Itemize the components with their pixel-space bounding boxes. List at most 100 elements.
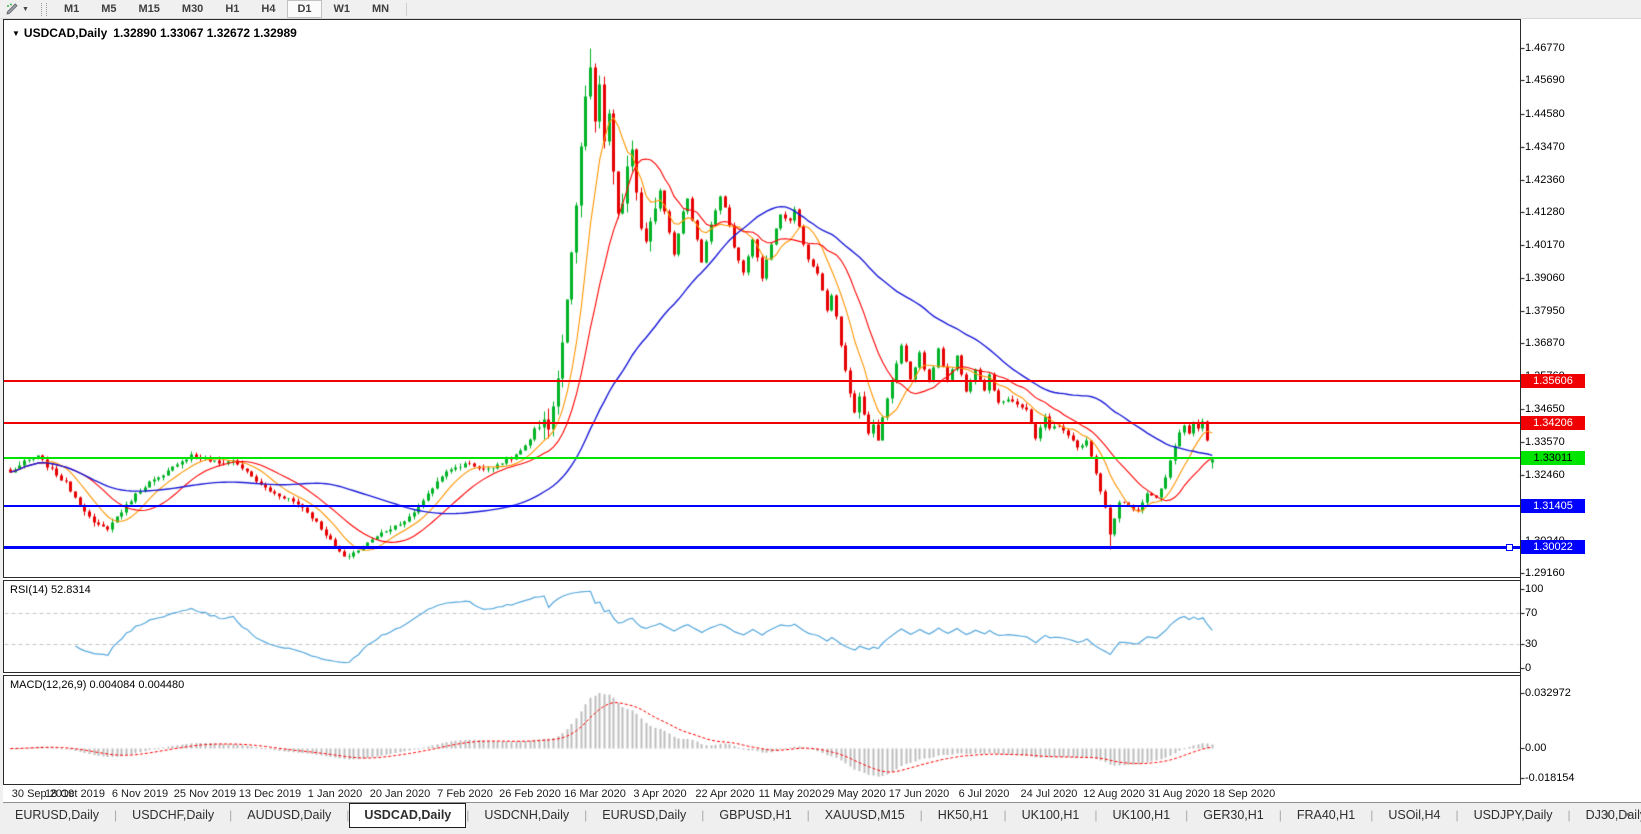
date-label: 6 Jul 2020 <box>958 788 1010 800</box>
tab-scroll-buttons: ◄ ► <box>1597 809 1637 819</box>
date-label: 31 Aug 2020 <box>1148 788 1210 800</box>
symbol-tab-AUDUSD-Daily[interactable]: AUDUSD,Daily <box>247 808 332 822</box>
hline-1.30022[interactable] <box>4 546 1520 549</box>
symbol-tab-USDCHF-Daily[interactable]: USDCHF,Daily <box>132 808 215 822</box>
hline-1.33011[interactable] <box>4 457 1520 459</box>
tab-divider: | <box>1185 808 1189 822</box>
symbol-tab-UK100-H1[interactable]: UK100,H1 <box>1112 808 1171 822</box>
tab-divider: | <box>1003 808 1007 822</box>
symbol-tab-GER30-H1[interactable]: GER30,H1 <box>1203 808 1264 822</box>
macd-axis-label: 0.00 <box>1525 742 1547 754</box>
price-axis-label: 1.29160 <box>1525 567 1565 579</box>
symbol-tab-DJ30-Daily[interactable]: DJ30,Daily <box>1585 808 1641 822</box>
macd-pane[interactable] <box>3 675 1521 785</box>
rsi-axis-label: 0 <box>1525 662 1532 674</box>
symbol-tab-bar: EURUSD,Daily | USDCHF,Daily | AUDUSD,Daily | U… <box>0 803 1641 834</box>
price-axis-label: 1.41280 <box>1525 206 1565 218</box>
symbol-tab-USOil-H4[interactable]: USOil,H4 <box>1388 808 1441 822</box>
symbol-tab-UK100-H1[interactable]: UK100,H1 <box>1021 808 1080 822</box>
tab-divider: | <box>229 808 233 822</box>
hline-1.35606[interactable] <box>4 380 1520 382</box>
tab-divider: | <box>1455 808 1459 822</box>
date-label: 18 Oct 2019 <box>45 788 105 800</box>
tab-scroll-left-icon[interactable]: ◄ <box>1601 809 1611 819</box>
tab-divider: | <box>346 808 350 822</box>
price-axis-label: 1.40170 <box>1525 239 1565 251</box>
chart-ohlc-values: 1.32890 1.33067 1.32672 1.32989 <box>113 26 297 40</box>
tab-strip: EURUSD,Daily | USDCHF,Daily | AUDUSD,Daily | U… <box>0 803 1641 828</box>
date-label: 24 Jul 2020 <box>1020 788 1078 800</box>
date-label: 26 Feb 2020 <box>499 788 561 800</box>
tab-divider: | <box>1278 808 1282 822</box>
symbol-tab-EURUSD-Daily[interactable]: EURUSD,Daily <box>602 808 687 822</box>
symbol-tab-XAUUSD-M15[interactable]: XAUUSD,M15 <box>824 808 905 822</box>
date-label: 22 Apr 2020 <box>695 788 755 800</box>
symbol-tab-USDCAD-Daily[interactable]: USDCAD,Daily <box>349 803 467 828</box>
date-label: 20 Jan 2020 <box>369 788 431 800</box>
date-label: 13 Dec 2019 <box>238 788 302 800</box>
hline-1.31405[interactable] <box>4 505 1520 507</box>
price-axis-label: 1.32460 <box>1525 469 1565 481</box>
tab-divider: | <box>1094 808 1098 822</box>
date-label: 17 Jun 2020 <box>888 788 950 800</box>
price-axis-line <box>1520 19 1521 785</box>
date-label: 11 May 2020 <box>758 788 822 800</box>
symbol-tab-EURUSD-Daily[interactable]: EURUSD,Daily <box>15 808 100 822</box>
macd-axis-label: 0.032972 <box>1525 687 1571 699</box>
hline-drag-handle[interactable] <box>1506 544 1513 551</box>
price-axis-label: 1.46770 <box>1525 42 1565 54</box>
date-label: 16 Mar 2020 <box>564 788 626 800</box>
price-badge-1.34206: 1.34206 <box>1521 416 1585 430</box>
macd-axis-label: -0.018154 <box>1525 772 1575 784</box>
price-axis-label: 1.39060 <box>1525 272 1565 284</box>
symbol-tab-USDCNH-Daily[interactable]: USDCNH,Daily <box>484 808 570 822</box>
date-axis[interactable] <box>3 785 1641 803</box>
chart-symbol-label: USDCAD,Daily <box>23 26 108 40</box>
date-label: 7 Feb 2020 <box>437 788 493 800</box>
rsi-indicator-label: RSI(14) 52.8314 <box>10 584 91 596</box>
price-badge-1.31405: 1.31405 <box>1521 499 1585 513</box>
tab-divider: | <box>919 808 923 822</box>
tab-divider: | <box>466 808 470 822</box>
price-pane[interactable] <box>3 19 1521 578</box>
price-badge-1.35606: 1.35606 <box>1521 374 1585 388</box>
tab-scroll-right-icon[interactable]: ► <box>1623 809 1632 819</box>
tab-divider: | <box>806 808 810 822</box>
price-axis-label: 1.34650 <box>1525 403 1565 415</box>
symbol-tab-HK50-H1[interactable]: HK50,H1 <box>937 808 989 822</box>
date-label: 25 Nov 2019 <box>173 788 237 800</box>
price-axis-label: 1.45690 <box>1525 74 1565 86</box>
rsi-pane[interactable] <box>3 580 1521 673</box>
symbol-tab-GBPUSD-H1[interactable]: GBPUSD,H1 <box>719 808 792 822</box>
macd-indicator-label: MACD(12,26,9) 0.004084 0.004480 <box>10 679 185 691</box>
price-axis-label: 1.42360 <box>1525 174 1565 186</box>
symbol-tab-USDJPY-Daily[interactable]: USDJPY,Daily <box>1473 808 1553 822</box>
price-badge-1.30022: 1.30022 <box>1521 540 1585 554</box>
symbol-tab-FRA40-H1[interactable]: FRA40,H1 <box>1296 808 1356 822</box>
tab-divider: | <box>1567 808 1571 822</box>
rsi-axis-label: 30 <box>1525 638 1538 650</box>
tab-divider: | <box>701 808 705 822</box>
chart-collapse-icon[interactable]: ▼ <box>12 29 20 38</box>
date-label: 29 May 2020 <box>822 788 886 800</box>
tab-divider: | <box>114 808 118 822</box>
date-label: 6 Nov 2019 <box>111 788 169 800</box>
date-label: 18 Sep 2020 <box>1212 788 1276 800</box>
price-axis-label: 1.44580 <box>1525 108 1565 120</box>
date-label: 1 Jan 2020 <box>307 788 363 800</box>
date-label: 12 Aug 2020 <box>1083 788 1145 800</box>
hline-1.34206[interactable] <box>4 422 1520 424</box>
tab-divider: | <box>1370 808 1374 822</box>
price-axis-label: 1.43470 <box>1525 141 1565 153</box>
date-label: 3 Apr 2020 <box>633 788 687 800</box>
date-label: 30 Sep 2019 <box>11 788 75 800</box>
rsi-axis-label: 70 <box>1525 607 1538 619</box>
price-axis-label: 1.33570 <box>1525 436 1565 448</box>
chart-title: ▼ USDCAD,Daily 1.32890 1.33067 1.32672 1.3… <box>12 26 297 40</box>
price-badge-1.33011: 1.33011 <box>1521 451 1585 465</box>
price-axis-label: 1.37950 <box>1525 305 1565 317</box>
price-axis-label: 1.36870 <box>1525 337 1565 349</box>
rsi-axis-label: 100 <box>1525 583 1544 595</box>
tab-divider: | <box>584 808 588 822</box>
